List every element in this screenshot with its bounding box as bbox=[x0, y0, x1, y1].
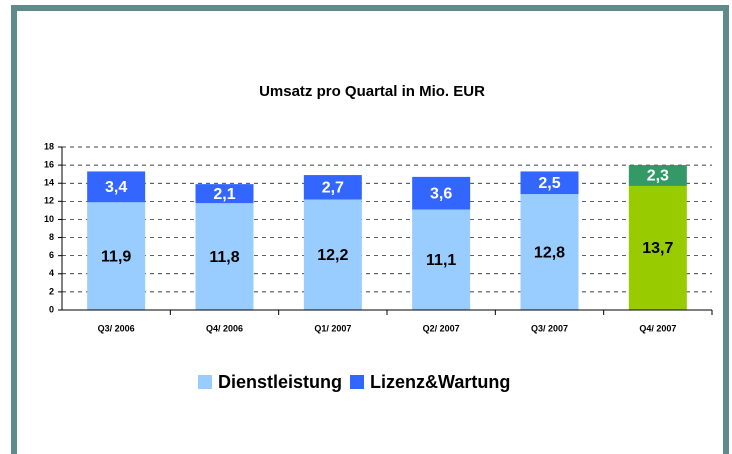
bar-segment bbox=[628, 165, 687, 186]
bar-segment bbox=[195, 203, 254, 310]
bar-segment bbox=[87, 202, 146, 310]
data-label: 2,3 bbox=[647, 168, 669, 185]
data-label: 2,7 bbox=[322, 180, 344, 197]
y-tick-label: 2 bbox=[49, 286, 54, 296]
bar-segment bbox=[87, 171, 146, 203]
x-tick-label: Q3/ 2006 bbox=[98, 323, 135, 333]
y-tick-label: 16 bbox=[44, 159, 54, 169]
bar-segment bbox=[520, 171, 579, 195]
bar-segment bbox=[195, 184, 254, 204]
legend-swatch bbox=[198, 375, 212, 389]
bar-segment bbox=[303, 175, 362, 200]
bar-segment bbox=[628, 185, 687, 310]
legend-label: Dienstleistung bbox=[218, 372, 342, 392]
y-tick-label: 4 bbox=[49, 268, 54, 278]
data-label: 3,6 bbox=[430, 185, 452, 202]
legend-swatch bbox=[350, 375, 365, 389]
bar-segment bbox=[412, 176, 471, 210]
data-label: 3,4 bbox=[105, 179, 127, 196]
data-label: 11,1 bbox=[426, 252, 456, 269]
data-label: 11,9 bbox=[101, 248, 131, 265]
bar-segment bbox=[520, 194, 579, 310]
y-tick-label: 8 bbox=[49, 232, 54, 242]
chart-title: Umsatz pro Quartal in Mio. EUR bbox=[259, 83, 485, 100]
y-tick-label: 12 bbox=[44, 196, 54, 206]
bar-segment bbox=[303, 199, 362, 310]
data-label: 12,2 bbox=[317, 247, 348, 264]
data-label: 12,8 bbox=[534, 244, 565, 261]
y-tick-label: 10 bbox=[44, 214, 54, 224]
frame bbox=[11, 5, 729, 454]
y-tick-label: 14 bbox=[44, 178, 54, 188]
y-tick-label: 0 bbox=[49, 304, 54, 314]
x-tick-label: Q4/ 2006 bbox=[206, 323, 243, 333]
data-label: 2,1 bbox=[213, 186, 235, 203]
data-label: 2,5 bbox=[538, 175, 560, 192]
y-tick-label: 6 bbox=[49, 250, 54, 260]
data-label: 13,7 bbox=[642, 240, 673, 257]
y-tick-label: 18 bbox=[44, 141, 54, 151]
legend-label: Lizenz&Wartung bbox=[370, 372, 510, 392]
bar-segment bbox=[412, 209, 471, 310]
x-tick-label: Q2/ 2007 bbox=[423, 323, 460, 333]
x-tick-label: Q1/ 2007 bbox=[314, 323, 351, 333]
x-tick-label: Q4/ 2007 bbox=[639, 323, 676, 333]
x-tick-label: Q3/ 2007 bbox=[531, 323, 568, 333]
data-label: 11,8 bbox=[209, 249, 239, 266]
